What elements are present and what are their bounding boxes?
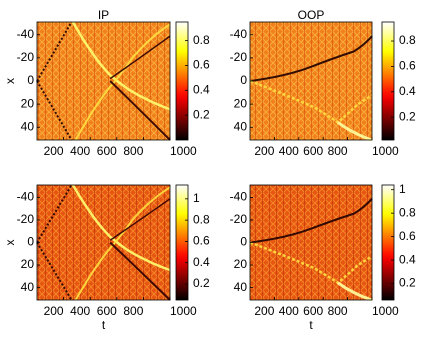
y-axis-label: x xyxy=(3,240,17,246)
y-tick-label: 40 xyxy=(21,280,35,294)
y-tick-label: 20 xyxy=(234,257,248,271)
heatmap-image xyxy=(250,22,372,140)
x-tick-label: 200 xyxy=(44,304,64,318)
trajectory xyxy=(250,199,372,243)
panel: 200 400 600 800 1000 -40 -20 0 20 40 IP x 0.2 0.4 0.6 0… xyxy=(3,8,210,158)
x-tick-label: 400 xyxy=(70,144,90,158)
x-tick-label: 600 xyxy=(97,144,117,158)
colorbar xyxy=(381,21,395,141)
x-axis-label: t xyxy=(102,318,106,332)
trajectory xyxy=(250,243,372,283)
trajectory xyxy=(110,199,170,240)
heatmap-features xyxy=(37,185,170,300)
y-tick-label: -40 xyxy=(17,27,35,41)
y-tick-label: -40 xyxy=(230,27,248,41)
colorbar-tick-label: 0.6 xyxy=(399,229,416,243)
colorbar-tick-label: 0.8 xyxy=(399,33,416,47)
trajectory xyxy=(338,283,372,300)
colorbar-tick-label: 0.2 xyxy=(193,107,210,121)
x-tick-label: 1000 xyxy=(372,144,399,158)
x-tick-label: 200 xyxy=(254,144,274,158)
panel: 200 400 600 800 1000 -40 -20 0 20 40 t 0.2 0.4 0.6 0.8… xyxy=(230,182,416,332)
colorbar-tick-label: 0.2 xyxy=(193,276,210,290)
x-tick-label: 1000 xyxy=(170,304,197,318)
trajectory xyxy=(338,122,372,140)
y-tick-label: 40 xyxy=(234,280,248,294)
colorbar-tick-label: 0.8 xyxy=(193,212,210,226)
x-tick-label: 400 xyxy=(279,144,299,158)
y-tick-label: 40 xyxy=(21,119,35,133)
trajectory xyxy=(37,185,72,243)
colorbar-tick-label: 0.4 xyxy=(193,82,210,96)
panel-title: IP xyxy=(98,8,109,22)
colorbar-tick-label: 0.4 xyxy=(399,252,416,266)
x-tick-label: 1000 xyxy=(372,304,399,318)
x-tick-label: 200 xyxy=(254,304,274,318)
y-tick-label: 0 xyxy=(240,235,247,249)
colorbar-tick-label: 0.2 xyxy=(399,109,416,123)
colorbar-tick-label: 0.8 xyxy=(193,33,210,47)
trajectory xyxy=(250,81,372,122)
trajectory xyxy=(37,243,72,301)
colorbar-tick-label: 0.6 xyxy=(193,58,210,72)
colorbar-tick-label: 0.8 xyxy=(399,205,416,219)
colorbar-tick-label: 0.6 xyxy=(193,234,210,248)
heatmap-features xyxy=(37,22,170,140)
colorbar-tick-label: 1 xyxy=(193,191,200,205)
x-tick-label: 1000 xyxy=(170,144,197,158)
y-tick-label: -40 xyxy=(17,190,35,204)
colorbar-tick-label: 1 xyxy=(399,182,406,196)
colorbar-tick-label: 0.6 xyxy=(399,59,416,73)
x-tick-label: 600 xyxy=(303,144,323,158)
trajectory xyxy=(37,81,72,140)
y-tick-label: 20 xyxy=(21,96,35,110)
x-tick-label: 400 xyxy=(279,304,299,318)
trajectory xyxy=(110,81,170,140)
trajectory xyxy=(110,36,170,78)
heatmap-features xyxy=(250,199,372,300)
panel: 200 400 600 800 1000 -40 -20 0 20 40 x t 0.2 0.4 0.6 0.… xyxy=(3,185,210,332)
y-tick-label: 0 xyxy=(27,235,34,249)
y-tick-label: 20 xyxy=(234,96,248,110)
y-tick-label: -20 xyxy=(17,212,35,226)
colorbar-tick-label: 0.2 xyxy=(399,276,416,290)
x-axis-label: t xyxy=(309,318,313,332)
y-tick-label: 20 xyxy=(21,257,35,271)
y-tick-label: 0 xyxy=(240,73,247,87)
trajectory xyxy=(76,187,170,300)
heatmap-features xyxy=(250,36,372,140)
y-tick-label: -20 xyxy=(17,50,35,64)
colorbar-tick-label: 0.4 xyxy=(399,84,416,98)
trajectory xyxy=(250,36,372,81)
heatmap-image xyxy=(250,185,372,300)
x-tick-label: 200 xyxy=(44,144,64,158)
x-tick-label: 800 xyxy=(123,144,143,158)
colorbar xyxy=(175,21,189,141)
trajectory xyxy=(37,22,72,81)
y-tick-label: 0 xyxy=(27,73,34,87)
trajectory xyxy=(73,185,170,270)
panel: 200 400 600 800 1000 -40 -20 0 20 40 OOP 0.2 0.4 0.6 0… xyxy=(230,8,416,158)
x-tick-label: 600 xyxy=(303,304,323,318)
x-tick-label: 400 xyxy=(70,304,90,318)
y-tick-label: -40 xyxy=(230,190,248,204)
y-tick-label: 40 xyxy=(234,119,248,133)
colorbar xyxy=(175,184,189,301)
y-tick-label: -20 xyxy=(230,50,248,64)
x-tick-label: 600 xyxy=(97,304,117,318)
x-tick-label: 800 xyxy=(328,304,348,318)
panel-title: OOP xyxy=(298,8,325,22)
trajectory xyxy=(110,243,170,301)
trajectory xyxy=(76,24,170,140)
y-axis-label: x xyxy=(3,78,17,84)
colorbar-tick-label: 0.4 xyxy=(193,255,210,269)
y-tick-label: -20 xyxy=(230,212,248,226)
trajectory xyxy=(73,22,170,109)
x-tick-label: 800 xyxy=(123,304,143,318)
x-tick-label: 800 xyxy=(328,144,348,158)
colorbar xyxy=(381,184,395,301)
